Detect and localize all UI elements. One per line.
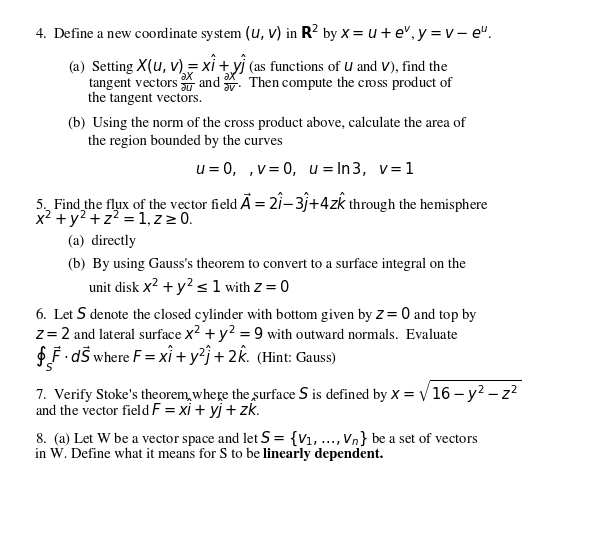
Text: 5.  Find the flux of the vector field $\vec{A} = 2\hat{i}{-}3\hat{j}{+}4z\hat{k}: 5. Find the flux of the vector field $\v… bbox=[35, 190, 489, 215]
Text: tangent vectors $\frac{\partial X}{\partial u}$ and $\frac{\partial X}{\partial : tangent vectors $\frac{\partial X}{\part… bbox=[88, 70, 454, 94]
Text: $\oint_S \vec{F} \cdot d\vec{S}$ where $F = x\hat{i} + y^2\hat{j} + 2\hat{k}$.  : $\oint_S \vec{F} \cdot d\vec{S}$ where $… bbox=[35, 344, 337, 374]
Text: 7.  Verify Stoke's theorem where the surface $S$ is defined by $x = \sqrt{16 - y: 7. Verify Stoke's theorem where the surf… bbox=[35, 378, 521, 405]
Text: in W. Define what it means for S to be: in W. Define what it means for S to be bbox=[35, 448, 264, 461]
Text: 8.  (a) Let W be a vector space and let $S = \{v_1, \ldots, v_n\}$ be a set of v: 8. (a) Let W be a vector space and let $… bbox=[35, 430, 478, 449]
Text: linearly dependent.: linearly dependent. bbox=[263, 448, 384, 461]
Text: $z = 2$ and lateral surface $x^2 + y^2 = 9$ with outward normals.  Evaluate: $z = 2$ and lateral surface $x^2 + y^2 =… bbox=[35, 323, 458, 345]
Text: $u = 0,\ \ ,v = 0,\ \ u = \ln 3,\ \ v = 1$: $u = 0,\ \ ,v = 0,\ \ u = \ln 3,\ \ v = … bbox=[195, 160, 415, 178]
Text: $x^2 + y^2 + z^2 = 1$, $z \geq 0$.: $x^2 + y^2 + z^2 = 1$, $z \geq 0$. bbox=[35, 208, 193, 230]
Text: and the vector field $F = x\hat{i} + y\hat{j} + z\hat{k}$.: and the vector field $F = x\hat{i} + y\h… bbox=[35, 396, 260, 421]
Text: the region bounded by the curves: the region bounded by the curves bbox=[88, 135, 283, 148]
Text: (a)  Setting $X(u, v)  =  x\hat{i} + y\hat{j}$ (as functions of $u$ and $v$), fi: (a) Setting $X(u, v) = x\hat{i} + y\hat{… bbox=[68, 52, 448, 77]
Text: (b)  Using the norm of the cross product above, calculate the area of: (b) Using the norm of the cross product … bbox=[68, 117, 465, 130]
Text: (a)  directly: (a) directly bbox=[68, 235, 136, 248]
Text: 6.  Let $S$ denote the closed cylinder with bottom given by $z = 0$ and top by: 6. Let $S$ denote the closed cylinder wi… bbox=[35, 305, 478, 324]
Text: unit disk $x^2 + y^2 \leq 1$ with $z = 0$: unit disk $x^2 + y^2 \leq 1$ with $z = 0… bbox=[88, 276, 290, 297]
Text: the tangent vectors.: the tangent vectors. bbox=[88, 92, 203, 105]
Text: 4.  Define a new coordinate system $(u, v)$ in $\mathbf{R}^2$ by $x = u + e^v$, : 4. Define a new coordinate system $(u, v… bbox=[35, 22, 492, 44]
Text: (b)  By using Gauss's theorem to convert to a surface integral on the: (b) By using Gauss's theorem to convert … bbox=[68, 258, 466, 271]
